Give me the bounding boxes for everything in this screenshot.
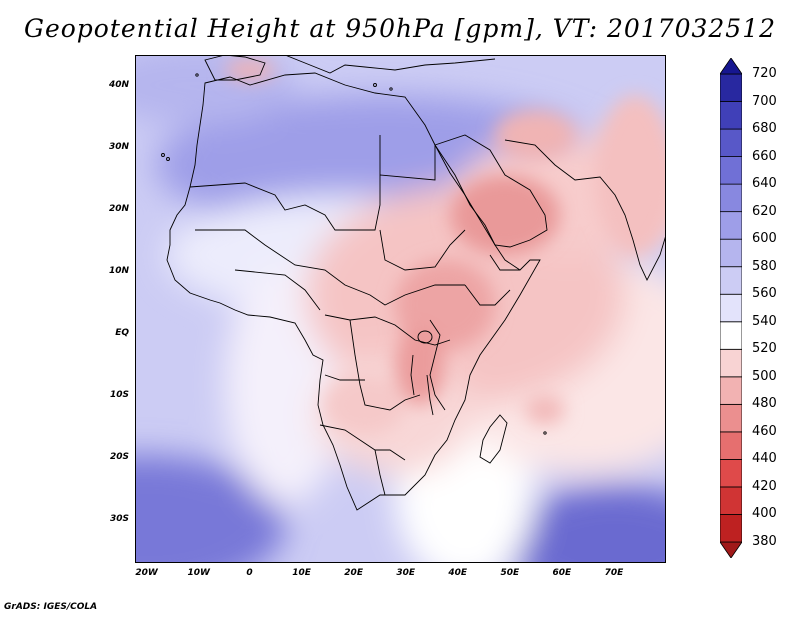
colorbar (720, 58, 742, 558)
colorbar-level-label: 540 (752, 313, 777, 329)
colorbar-bin (720, 403, 742, 433)
colorbar-level-label: 700 (752, 93, 777, 109)
colorbar-bin (720, 156, 742, 185)
lon-tick-label: 0 (246, 568, 253, 578)
colorbar-bin (720, 101, 742, 130)
colorbar-level-label: 400 (752, 506, 777, 522)
lon-tick-label: 20E (344, 568, 363, 578)
credit-text: GrADS: IGES/COLA (4, 602, 98, 612)
colorbar-level-label: 500 (752, 368, 777, 384)
colorbar-level-label: 640 (752, 176, 777, 192)
colorbar-min-arrow (720, 541, 742, 558)
colorbar-bin (720, 376, 742, 405)
colorbar-level-label: 620 (752, 203, 777, 219)
lat-tick-label: EQ (115, 327, 129, 338)
colorbar-level-label: 600 (752, 231, 777, 247)
colorbar-bin (720, 73, 742, 102)
geopotential-map (135, 55, 666, 563)
colorbar-bin (720, 514, 742, 543)
lat-tick-label: 30N (108, 141, 129, 152)
lat-tick-label: 10S (109, 389, 129, 400)
lon-tick-label: 70E (604, 568, 624, 578)
lat-tick-label: 10N (108, 265, 129, 276)
colorbar-level-label: 560 (752, 286, 777, 302)
lat-tick-label: 20N (108, 203, 129, 214)
lon-tick-label: 20W (135, 568, 158, 578)
chart-title: Geopotential Height at 950hPa [gpm], VT:… (23, 14, 777, 43)
colorbar-bin (720, 486, 742, 515)
lat-tick-label: 20S (109, 451, 129, 462)
lon-tick-label: 30E (396, 568, 416, 578)
lon-tick-label: 50E (500, 568, 520, 578)
colorbar-bin (720, 348, 742, 378)
colorbar-level-label: 660 (752, 148, 777, 164)
colorbar-level-label: 580 (752, 258, 777, 274)
colorbar-bin (720, 431, 742, 460)
colorbar-level-label: 420 (752, 478, 777, 494)
colorbar-level-label: 720 (752, 66, 777, 81)
colorbar-bin (720, 293, 742, 323)
colorbar-max-arrow (720, 58, 742, 75)
colorbar-bin (720, 183, 742, 213)
lat-tick-label: 30S (109, 513, 129, 524)
colorbar-level-label: 440 (752, 451, 777, 467)
lon-tick-label: 60E (552, 568, 572, 578)
colorbar-bin (720, 128, 742, 157)
colorbar-level-label: 680 (752, 121, 777, 137)
colorbar-level-label: 380 (752, 534, 777, 549)
colorbar-level-label: 460 (752, 423, 777, 439)
colorbar-bin (720, 211, 742, 240)
lon-tick-label: 40E (448, 568, 468, 578)
lat-tick-label: 40N (108, 79, 129, 90)
colorbar-bin (720, 266, 742, 295)
map-frame (135, 55, 666, 563)
colorbar-level-label: 480 (752, 396, 777, 412)
lon-tick-label: 10E (292, 568, 311, 578)
colorbar-bin (720, 321, 742, 350)
colorbar-level-label: 520 (752, 341, 777, 357)
lon-tick-label: 10W (187, 568, 210, 578)
colorbar-bin (720, 238, 742, 268)
colorbar-bin (720, 459, 742, 488)
